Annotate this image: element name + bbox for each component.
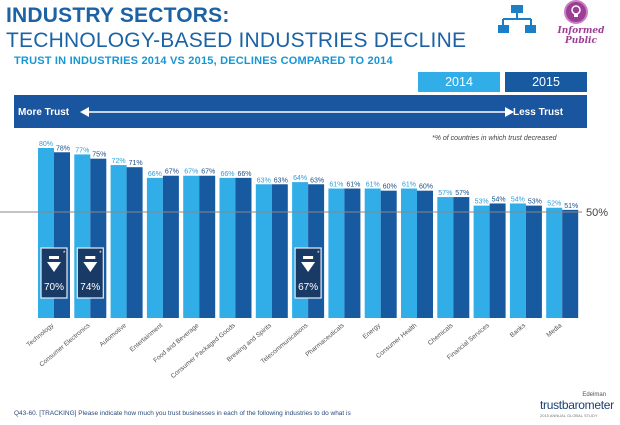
- bar-2014: [146, 177, 163, 318]
- data-label-2014: 64%: [293, 175, 307, 182]
- x-tick-label: Entertainment: [129, 322, 165, 353]
- bar-2014: [255, 184, 272, 318]
- bar-2015: [199, 175, 216, 318]
- x-tick-label: Automotive: [98, 322, 128, 349]
- data-label-2015: 60%: [419, 184, 433, 191]
- legend-2014: 2014: [418, 72, 500, 92]
- x-tick-label: Consumer Packaged Goods: [170, 322, 238, 380]
- brand-edition: 2015 ANNUAL GLOBAL STUDY: [540, 413, 598, 418]
- bar-2014: [364, 188, 381, 318]
- bar-2014: [546, 207, 563, 318]
- more-trust-label: More Trust: [18, 107, 70, 118]
- data-label-2015: 75%: [92, 152, 106, 159]
- brand-logo: Edelman trustbarometer 2015 ANNUAL GLOBA…: [536, 392, 620, 422]
- data-label-2015: 71%: [129, 160, 143, 167]
- data-label-2015: 60%: [383, 184, 397, 191]
- data-label-2014: 61%: [329, 182, 343, 189]
- bar-2015: [271, 184, 288, 318]
- down-arrow-icon: [47, 262, 61, 272]
- down-arrow-icon: [301, 262, 316, 272]
- bar-2015: [344, 188, 361, 318]
- bar-2015: [562, 209, 579, 318]
- brand-product: trustbarometer: [540, 398, 614, 412]
- informed-public-label: Informed Public: [557, 26, 605, 46]
- x-tick-label: Chemicals: [427, 322, 455, 347]
- source-note: Q43-60. [TRACKING] Please indicate how m…: [14, 410, 351, 417]
- x-tick-label: Pharmaceuticals: [304, 322, 346, 359]
- x-tick-label: Banks: [509, 322, 528, 339]
- lightbulb-icon: [564, 0, 588, 24]
- data-label-2014: 61%: [366, 182, 380, 189]
- bar-2014: [219, 177, 236, 318]
- bar-2014: [437, 197, 454, 318]
- x-tick-label: Energy: [362, 322, 383, 341]
- callout-asterisk: *: [317, 251, 320, 257]
- down-arrow-icon: [83, 262, 98, 272]
- less-trust-label: Less Trust: [513, 107, 564, 118]
- decline-callout-value: 74%: [80, 282, 100, 293]
- data-label-2015: 53%: [528, 199, 542, 206]
- data-label-2015: 67%: [165, 169, 179, 176]
- data-label-2015: 63%: [274, 177, 288, 184]
- bar-2015: [417, 190, 433, 318]
- bar-2014: [401, 188, 417, 318]
- data-label-2014: 66%: [148, 171, 162, 178]
- reference-line-label: 50%: [586, 207, 608, 219]
- chart-footnote: *% of countries in which trust decreased: [432, 135, 557, 142]
- bar-2014: [509, 203, 526, 318]
- x-tick-label: Media: [545, 322, 563, 339]
- decline-callout-bar: [85, 256, 96, 259]
- data-label-2015: 78%: [56, 145, 70, 152]
- brand-company: Edelman: [582, 392, 606, 398]
- data-label-2014: 67%: [184, 169, 198, 176]
- decline-callout-value: 70%: [44, 282, 64, 293]
- bar-2014: [183, 175, 200, 318]
- decline-callout-bar: [49, 256, 59, 259]
- data-label-2015: 57%: [455, 190, 469, 197]
- network-icon: [498, 5, 536, 33]
- callout-asterisk: *: [63, 251, 66, 257]
- data-label-2014: 77%: [75, 147, 89, 154]
- bar-2014: [110, 165, 127, 318]
- decline-callout-box: [40, 247, 68, 299]
- data-label-2014: 72%: [112, 158, 126, 165]
- data-label-2015: 63%: [310, 177, 324, 184]
- bar-2015: [489, 203, 506, 318]
- bar-2015: [380, 190, 397, 318]
- data-label-2014: 61%: [402, 182, 416, 189]
- data-label-2014: 53%: [475, 199, 489, 206]
- double-arrow-icon: [80, 107, 514, 117]
- data-label-2015: 67%: [201, 169, 215, 176]
- data-label-2014: 52%: [547, 201, 561, 208]
- callout-asterisk: *: [99, 251, 102, 257]
- data-label-2014: 80%: [39, 141, 53, 148]
- page-subtitle: TECHNOLOGY-BASED INDUSTRIES DECLINE: [6, 29, 467, 52]
- data-label-2014: 57%: [438, 190, 452, 197]
- x-tick-label: Technology: [26, 322, 56, 349]
- page-title: INDUSTRY SECTORS:: [6, 4, 230, 27]
- bar-2015: [162, 175, 179, 318]
- data-label-2015: 54%: [492, 196, 506, 203]
- bar-2015: [453, 197, 470, 318]
- data-label-2015: 61%: [346, 182, 360, 189]
- chart-tagline: TRUST IN INDUSTRIES 2014 VS 2015, DECLIN…: [14, 55, 393, 67]
- decline-callout-bar: [303, 256, 314, 259]
- bar-2015: [525, 205, 542, 318]
- data-label-2014: 66%: [220, 171, 234, 178]
- legend-2015: 2015: [505, 72, 587, 92]
- data-label-2015: 66%: [237, 171, 251, 178]
- data-label-2014: 54%: [511, 196, 525, 203]
- bar-2015: [235, 177, 252, 318]
- bar-2014: [473, 205, 490, 318]
- bar-2014: [328, 188, 345, 318]
- informed-public-badge: Informed Public: [556, 0, 606, 48]
- bar-2015: [126, 167, 143, 318]
- decline-callout-value: 67%: [298, 282, 318, 293]
- data-label-2015: 51%: [564, 203, 578, 210]
- data-label-2014: 63%: [257, 177, 271, 184]
